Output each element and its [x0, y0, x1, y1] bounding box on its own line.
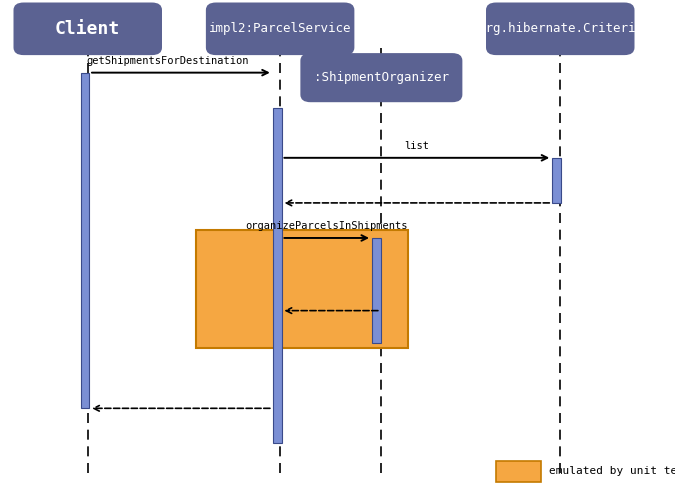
Text: Client: Client: [55, 20, 120, 38]
Bar: [273, 108, 282, 443]
Bar: [552, 158, 560, 203]
Bar: [196, 230, 408, 348]
FancyBboxPatch shape: [486, 3, 634, 55]
Text: list: list: [404, 141, 429, 151]
Bar: [496, 461, 541, 482]
FancyBboxPatch shape: [206, 3, 354, 55]
Bar: [373, 238, 381, 343]
Text: getShipmentsForDestination: getShipmentsForDestination: [86, 56, 248, 66]
FancyBboxPatch shape: [300, 53, 462, 102]
Bar: [80, 73, 89, 408]
Text: emulated by unit test: emulated by unit test: [549, 466, 675, 476]
Text: org.hibernate.Criteria: org.hibernate.Criteria: [478, 23, 643, 35]
FancyBboxPatch shape: [14, 3, 162, 55]
Text: organizeParcelsInShipments: organizeParcelsInShipments: [246, 221, 408, 231]
Text: :ShipmentOrganizer: :ShipmentOrganizer: [314, 71, 449, 84]
Text: impl2:ParcelService: impl2:ParcelService: [209, 23, 352, 35]
